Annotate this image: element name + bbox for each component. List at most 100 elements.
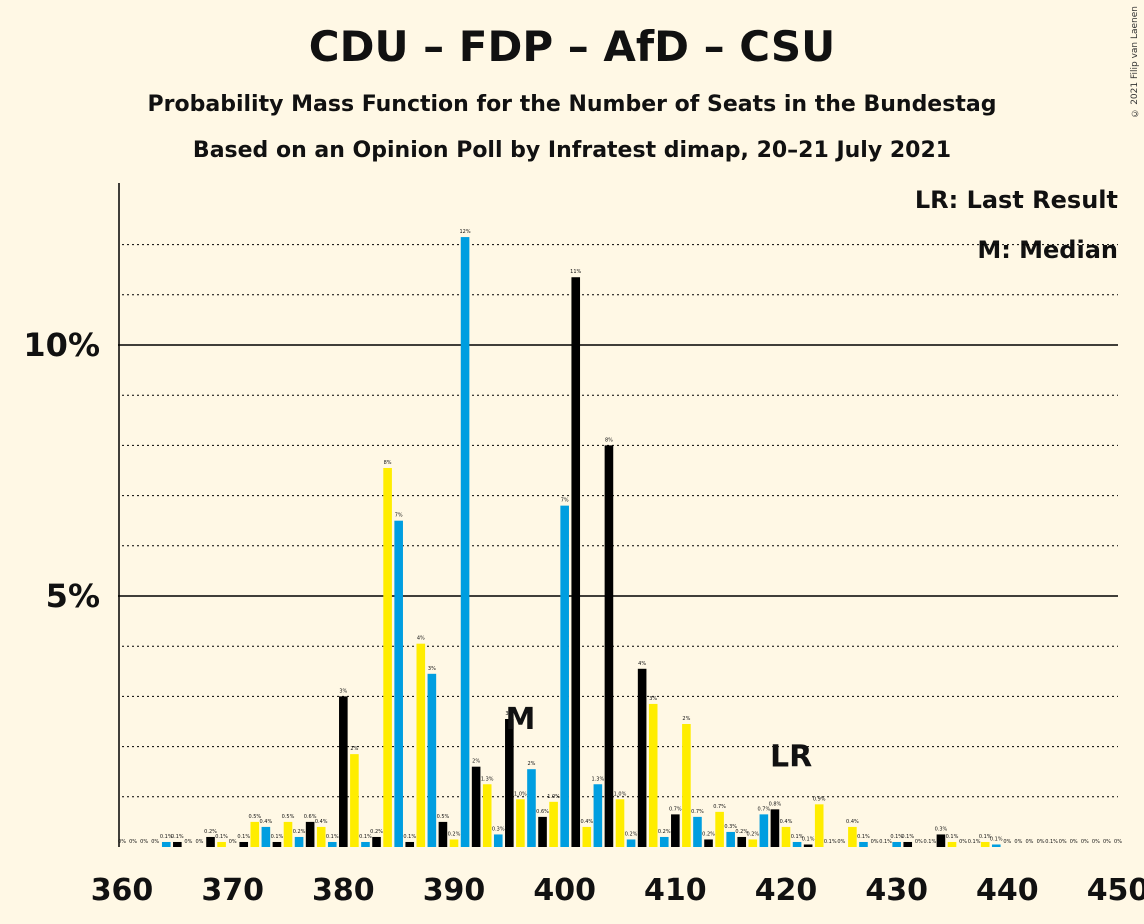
bar-407 — [637, 668, 647, 847]
bar-label-390: 0.2% — [448, 831, 461, 837]
bar-label-421: 0.1% — [791, 834, 804, 840]
bar-390 — [449, 839, 459, 847]
bar-410 — [671, 814, 680, 847]
bar-label-409: 0.2% — [658, 829, 671, 835]
bar-377 — [305, 821, 315, 847]
bar-419 — [770, 809, 780, 847]
bar-label-426: 0.4% — [846, 819, 859, 825]
bar-label-378: 0.4% — [315, 819, 328, 825]
bar-label-364: 0.1% — [160, 834, 173, 840]
bar-383 — [372, 836, 381, 847]
bar-381 — [350, 754, 359, 847]
bar-369 — [217, 841, 226, 847]
bar-400 — [560, 505, 569, 847]
bar-label-420: 0.4% — [780, 819, 793, 825]
bar-388 — [427, 673, 437, 847]
bar-label-391: 12% — [460, 229, 471, 235]
bar-label-423: 0.9% — [813, 796, 826, 802]
bar-label-389: 0.5% — [437, 814, 450, 820]
bar-label-410: 0.7% — [669, 806, 682, 812]
bar-396 — [516, 799, 525, 847]
legend-last-result: LR: Last Result — [914, 186, 1118, 214]
y-tick-label-5: 5% — [46, 577, 100, 615]
bar-label-425: 0% — [837, 839, 845, 845]
bar-399 — [549, 801, 558, 847]
bar-368 — [206, 836, 215, 847]
median-marker: M — [505, 702, 535, 737]
bar-label-360: 0% — [118, 839, 126, 845]
bar-label-374: 0.1% — [271, 834, 284, 840]
bar-label-413: 0.2% — [702, 831, 715, 837]
bar-label-439: 0.1% — [990, 836, 1003, 842]
bar-422 — [803, 844, 813, 847]
bar-label-379: 0.1% — [326, 834, 339, 840]
bar-label-383: 0.2% — [370, 829, 383, 835]
x-tick-label-370: 370 — [201, 873, 264, 908]
grid-lines — [118, 244, 1118, 798]
bar-label-449: 0% — [1103, 839, 1111, 845]
bar-426 — [848, 826, 857, 847]
bar-label-415: 0.3% — [724, 824, 737, 830]
bar-379 — [327, 841, 337, 847]
bar-label-381: 2% — [350, 746, 358, 752]
bar-382 — [361, 841, 370, 847]
bar-397 — [527, 769, 536, 847]
bar-label-432: 0% — [915, 839, 923, 845]
bar-label-384: 8% — [384, 460, 392, 466]
bar-412 — [693, 816, 702, 847]
bar-365 — [173, 841, 182, 847]
bar-label-417: 0.2% — [746, 831, 759, 837]
bar-label-416: 0.2% — [735, 829, 748, 835]
bar-404 — [604, 445, 614, 847]
bar-406 — [626, 839, 636, 847]
bar-label-429: 0.1% — [879, 839, 892, 845]
bar-395 — [505, 718, 514, 847]
bar-408 — [648, 703, 658, 847]
bar-label-401: 11% — [570, 269, 581, 275]
bar-label-443: 0% — [1037, 839, 1045, 845]
bar-label-394: 0.3% — [492, 826, 505, 832]
bar-label-367: 0% — [195, 839, 203, 845]
bars-group — [161, 237, 1001, 848]
x-tick-label-430: 430 — [865, 873, 928, 908]
bar-427 — [859, 841, 868, 847]
bar-label-447: 0% — [1081, 839, 1089, 845]
bar-392 — [471, 766, 481, 847]
bar-385 — [394, 520, 403, 847]
x-tick-label-380: 380 — [312, 873, 375, 908]
bar-label-362: 0% — [140, 839, 148, 845]
bar-439 — [991, 844, 1001, 847]
bar-label-450: 0% — [1114, 839, 1122, 845]
bar-label-368: 0.2% — [204, 829, 217, 835]
chart-subtitle: Probability Mass Function for the Number… — [147, 92, 997, 117]
bar-label-365: 0.1% — [171, 834, 184, 840]
bar-label-366: 0% — [184, 839, 192, 845]
bar-label-405: 1.0% — [614, 791, 627, 797]
legend-median: M: Median — [977, 236, 1118, 264]
bar-371 — [239, 841, 249, 847]
bar-label-388: 3% — [428, 666, 436, 672]
bar-label-397: 2% — [527, 761, 535, 767]
bar-label-430: 0.1% — [890, 834, 903, 840]
bar-417 — [748, 839, 758, 847]
bar-372 — [250, 821, 260, 847]
last-result-marker: LR — [770, 740, 812, 775]
bar-386 — [405, 841, 415, 847]
bar-label-437: 0.1% — [968, 839, 981, 845]
bar-389 — [438, 821, 448, 847]
x-tick-label-390: 390 — [423, 873, 486, 908]
bar-411 — [682, 724, 691, 847]
bar-416 — [737, 836, 747, 847]
y-tick-label-10: 10% — [23, 326, 100, 364]
bar-label-380: 3% — [339, 688, 347, 694]
bar-373 — [261, 826, 271, 847]
bar-label-387: 4% — [417, 636, 425, 642]
bar-418 — [759, 814, 769, 847]
bar-label-446: 0% — [1070, 839, 1078, 845]
bar-387 — [416, 643, 426, 847]
bar-label-412: 0.7% — [691, 809, 704, 815]
chart-source-line: Based on an Opinion Poll by Infratest di… — [192, 138, 952, 163]
bar-label-371: 0.1% — [237, 834, 250, 840]
bar-label-428: 0% — [871, 839, 879, 845]
bar-438 — [980, 841, 990, 847]
